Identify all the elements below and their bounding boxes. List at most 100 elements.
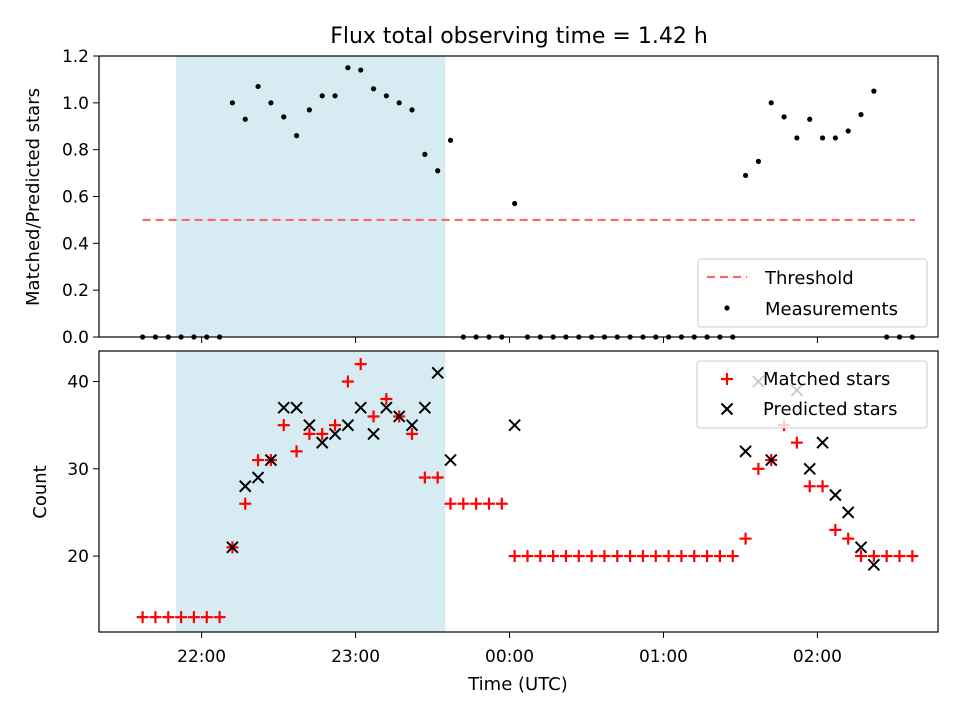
- measurements-legend-marker: [724, 305, 730, 311]
- matched-point: [829, 523, 842, 536]
- matched-point: [752, 462, 765, 475]
- top-y-axis: 0.0 0.2 0.4 0.6 0.8 1.0 1.2: [62, 47, 99, 348]
- top-plot-frame: [98, 55, 939, 338]
- predicted-point-b: [277, 401, 290, 414]
- top-y-tick-label: 0.2: [62, 281, 89, 301]
- measurement-point: [768, 100, 774, 106]
- predicted-point-b: [508, 418, 521, 432]
- top-legend: Threshold Measurements: [697, 258, 928, 328]
- measurement-point: [422, 151, 428, 157]
- threshold-legend-label: Threshold: [764, 268, 854, 289]
- matched-point: [175, 611, 188, 624]
- bottom-y-axis: 20 30 40: [67, 373, 99, 567]
- measurement-point: [871, 88, 877, 94]
- matched-point: [816, 480, 829, 493]
- measurements-legend-label: Measurements: [765, 299, 898, 320]
- matched-point: [688, 550, 701, 563]
- top-x-ticks: [201, 337, 818, 343]
- bottom-legend-box: [696, 360, 928, 429]
- matched-point: [367, 410, 380, 423]
- measurement-point: [332, 93, 338, 99]
- matched-point: [149, 611, 162, 624]
- predicted-point-b: [444, 453, 457, 467]
- predicted-point: [431, 366, 444, 380]
- predicted-point: [226, 541, 239, 554]
- measurement-point: [229, 100, 236, 106]
- predicted-point: [405, 418, 419, 432]
- matched-legend-plus: [721, 373, 733, 385]
- matched-point: [444, 497, 457, 510]
- matched-point: [906, 550, 919, 563]
- measurement-point: [306, 107, 312, 113]
- bottom-y-axis-label: Count: [30, 465, 51, 518]
- predicted-point-b: [367, 427, 380, 441]
- matched-point: [726, 550, 739, 563]
- measurement-point: [819, 135, 826, 141]
- matched-point: [521, 550, 534, 563]
- top-y-tick-label: 0.4: [62, 234, 89, 254]
- bottom-y-tick-label: 30: [67, 460, 89, 480]
- matched-point: [547, 550, 560, 563]
- bottom-plot-frame: [98, 350, 939, 633]
- predicted-point-b: [316, 436, 329, 449]
- top-legend-box: [697, 258, 928, 328]
- predicted-legend-cross-b: [720, 402, 734, 416]
- top-marks: [140, 65, 915, 340]
- measurement-point: [409, 107, 415, 113]
- bottom-shaded-interval: [175, 351, 446, 632]
- matched-point: [880, 550, 893, 563]
- measurement-point: [370, 86, 377, 92]
- measurement-point: [794, 135, 800, 141]
- predicted-point: [392, 410, 406, 423]
- measurement-point: [858, 111, 864, 118]
- measurement-point: [755, 158, 761, 164]
- predicted-point-b: [239, 480, 252, 493]
- matched-point: [893, 550, 906, 563]
- matched-point: [341, 375, 354, 388]
- bottom-x-tick-label: 02:00: [793, 647, 842, 667]
- matched-point: [482, 497, 495, 510]
- top-y-tick-label: 0.6: [62, 188, 89, 208]
- predicted-point: [739, 445, 752, 458]
- matched-point: [598, 550, 611, 563]
- predicted-point-b: [405, 418, 419, 432]
- matched-point: [316, 427, 329, 440]
- predicted-point: [418, 401, 432, 414]
- measurement-point: [293, 133, 300, 139]
- matched-point: [303, 427, 316, 440]
- predicted-point-b: [854, 541, 868, 554]
- predicted-point: [380, 401, 393, 414]
- measurement-point: [845, 128, 851, 134]
- predicted-point: [367, 427, 380, 441]
- measurement-point: [358, 67, 364, 73]
- predicted-point-b: [226, 541, 239, 554]
- measurement-point: [396, 100, 402, 106]
- predicted-point-b: [867, 558, 881, 572]
- matched-point: [187, 611, 200, 624]
- matched-point: [611, 550, 624, 563]
- measurement-point: [742, 172, 749, 179]
- top-y-axis-label: Matched/Predicted stars: [23, 88, 44, 306]
- predicted-point: [264, 453, 278, 467]
- predicted-point: [803, 462, 816, 476]
- matched-point: [380, 392, 393, 405]
- predicted-point: [444, 453, 457, 467]
- matched-point: [136, 611, 149, 624]
- measurement-point: [435, 168, 441, 174]
- predicted-point-b: [341, 418, 355, 432]
- top-y-tick-label: 0.0: [62, 328, 89, 348]
- predicted-point: [508, 418, 521, 432]
- predicted-point-b: [380, 401, 393, 414]
- measurement-point: [781, 114, 787, 120]
- matched-point: [559, 550, 572, 563]
- top-y-tick-label: 0.8: [62, 141, 89, 161]
- predicted-point: [239, 480, 252, 493]
- predicted-point: [316, 436, 329, 449]
- matched-point: [508, 550, 521, 563]
- predicted-point: [328, 427, 342, 441]
- measurement-point: [281, 114, 287, 120]
- measurement-point: [512, 200, 518, 207]
- matched-point: [277, 419, 290, 432]
- measurement-point: [255, 83, 261, 90]
